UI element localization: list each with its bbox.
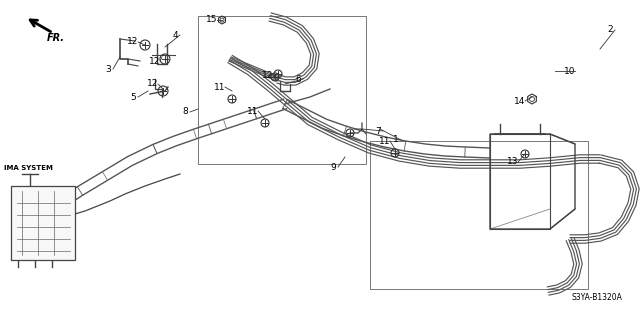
Text: 3: 3 [105, 64, 111, 73]
Text: 5: 5 [130, 93, 136, 101]
Text: 12: 12 [262, 71, 274, 80]
Bar [370, 141, 588, 289]
Text: 14: 14 [515, 97, 525, 106]
Text: 7: 7 [375, 127, 381, 136]
Text: 15: 15 [206, 16, 218, 25]
FancyBboxPatch shape [11, 186, 75, 260]
Text: 12: 12 [147, 79, 159, 88]
Text: 10: 10 [564, 66, 576, 76]
Text: 8: 8 [182, 108, 188, 116]
Text: 11: 11 [247, 107, 259, 115]
Text: 12: 12 [127, 38, 139, 47]
Text: 13: 13 [508, 158, 519, 167]
Text: IMA SYSTEM: IMA SYSTEM [4, 165, 52, 171]
Text: S3YA-B1320A: S3YA-B1320A [571, 293, 622, 302]
Text: 2: 2 [607, 26, 613, 34]
Bar [198, 16, 366, 164]
Text: 4: 4 [172, 31, 178, 40]
Text: 1: 1 [393, 136, 399, 145]
Text: 11: 11 [380, 137, 391, 145]
Text: FR.: FR. [47, 33, 65, 43]
Text: 6: 6 [295, 75, 301, 84]
Text: 12: 12 [149, 56, 161, 65]
Text: 11: 11 [214, 83, 226, 92]
Text: 9: 9 [330, 162, 336, 172]
